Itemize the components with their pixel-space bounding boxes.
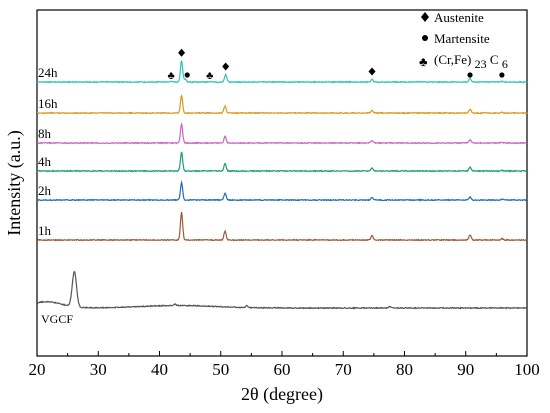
x-tick-label-20: 20 (29, 360, 46, 379)
series-line-16h (36, 94, 528, 115)
series-labels: 24h 16h 8h 4h 2h 1h VGCF (38, 65, 73, 326)
x-tick-label-100: 100 (514, 360, 540, 379)
series-label-2h: 2h (38, 183, 52, 198)
legend-martensite-label: Martensite (434, 31, 490, 46)
series-label-24h: 24h (38, 65, 58, 80)
x-axis-label: 2θ (degree) (241, 384, 323, 405)
annotation-diamond-1 (222, 62, 230, 71)
carbide-c: C (490, 52, 499, 67)
series-line-24h (36, 60, 528, 84)
series-label-4h: 4h (38, 154, 52, 169)
series-line-4h (36, 151, 528, 173)
annotation-diamond-0 (178, 48, 186, 57)
y-axis-label: Intensity (a.u.) (4, 130, 25, 235)
x-tick-label-30: 30 (90, 360, 107, 379)
x-tick-label-70: 70 (335, 360, 352, 379)
annotation-club-7: ♣ (206, 70, 213, 82)
peak-annotations: ♣ ♣ (168, 48, 505, 82)
series-label-vgcf: VGCF (41, 312, 73, 326)
annotation-circle-5 (499, 72, 505, 78)
legend: Austenite Martensite ♣ (Cr,Fe) 23 C 6 (419, 10, 508, 71)
annotation-circle-3 (467, 72, 473, 78)
legend-circle-icon (422, 35, 428, 41)
series-line-1h (36, 212, 528, 242)
series-line-2h (36, 180, 528, 202)
x-tick-label-90: 90 (457, 360, 474, 379)
x-tick-label-80: 80 (396, 360, 413, 379)
legend-diamond-icon (421, 12, 429, 22)
series-line-8h (36, 122, 528, 145)
x-axis-ticks: 20 30 40 50 60 70 80 90 100 (29, 351, 540, 379)
series-label-8h: 8h (38, 126, 52, 141)
annotation-club-6: ♣ (168, 70, 175, 82)
legend-club-icon: ♣ (419, 54, 428, 69)
legend-carbide-label: (Cr,Fe) 23 C 6 (434, 52, 508, 71)
carbide-sub-6: 6 (502, 57, 508, 71)
series-layer (36, 60, 528, 310)
carbide-main: (Cr,Fe) (434, 52, 471, 67)
series-label-16h: 16h (38, 96, 58, 111)
x-tick-label-50: 50 (212, 360, 229, 379)
legend-austenite-label: Austenite (434, 10, 484, 25)
series-line-vgcf (36, 270, 528, 310)
annotation-diamond-2 (368, 67, 376, 76)
x-tick-label-40: 40 (151, 360, 168, 379)
annotation-circle-4 (184, 72, 190, 78)
carbide-sub-23: 23 (475, 57, 487, 71)
x-tick-label-60: 60 (274, 360, 291, 379)
series-label-1h: 1h (38, 223, 52, 238)
